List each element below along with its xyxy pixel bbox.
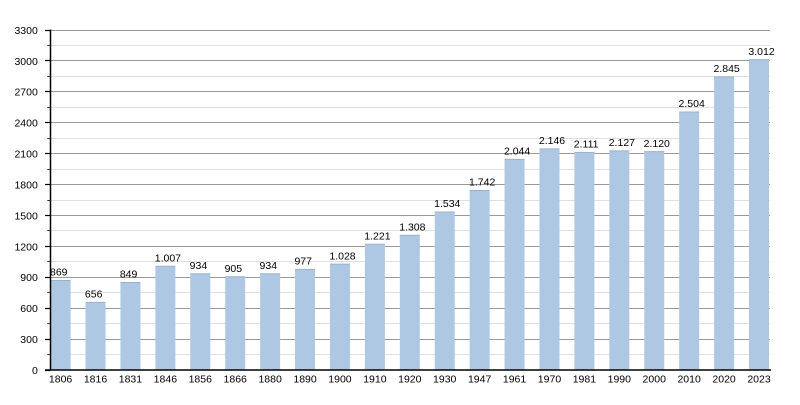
svg-text:1.534: 1.534 (434, 198, 460, 210)
svg-text:1.028: 1.028 (329, 250, 355, 262)
svg-text:2.111: 2.111 (574, 139, 599, 151)
svg-text:905: 905 (225, 263, 243, 275)
svg-text:1900: 1900 (328, 373, 352, 385)
svg-text:1961: 1961 (503, 373, 527, 385)
svg-text:2.845: 2.845 (713, 63, 739, 75)
svg-text:2.504: 2.504 (679, 98, 705, 110)
svg-text:3300: 3300 (14, 25, 38, 37)
svg-text:1831: 1831 (119, 373, 143, 385)
svg-text:1.007: 1.007 (155, 252, 181, 264)
svg-text:1856: 1856 (189, 373, 213, 385)
svg-text:1866: 1866 (224, 373, 248, 385)
svg-text:934: 934 (260, 260, 278, 272)
svg-text:900: 900 (20, 272, 38, 284)
svg-text:1.221: 1.221 (364, 230, 390, 242)
svg-text:656: 656 (85, 289, 103, 301)
svg-text:2.127: 2.127 (609, 137, 635, 149)
svg-text:2700: 2700 (14, 87, 38, 99)
svg-text:1800: 1800 (14, 179, 38, 191)
svg-text:1890: 1890 (293, 373, 317, 385)
svg-text:1981: 1981 (573, 373, 597, 385)
svg-text:1816: 1816 (84, 373, 108, 385)
svg-text:1970: 1970 (538, 373, 562, 385)
svg-text:869: 869 (50, 267, 68, 279)
svg-text:1990: 1990 (608, 373, 632, 385)
svg-text:977: 977 (294, 256, 312, 268)
svg-text:1200: 1200 (14, 241, 38, 253)
svg-text:1947: 1947 (468, 373, 492, 385)
svg-text:2020: 2020 (712, 373, 736, 385)
svg-text:2.044: 2.044 (504, 146, 530, 158)
svg-text:2010: 2010 (677, 373, 701, 385)
svg-text:849: 849 (120, 269, 138, 281)
svg-text:934: 934 (190, 260, 208, 272)
svg-text:1.308: 1.308 (399, 221, 425, 233)
svg-text:2400: 2400 (14, 118, 38, 130)
svg-text:1910: 1910 (363, 373, 387, 385)
svg-text:1930: 1930 (433, 373, 457, 385)
svg-text:1880: 1880 (258, 373, 282, 385)
svg-text:300: 300 (20, 334, 38, 346)
svg-text:2100: 2100 (14, 149, 38, 161)
svg-text:1806: 1806 (49, 373, 73, 385)
svg-text:3000: 3000 (14, 56, 38, 68)
svg-text:3.012: 3.012 (748, 46, 774, 58)
svg-text:2.120: 2.120 (644, 138, 670, 150)
svg-text:1920: 1920 (398, 373, 422, 385)
svg-text:2.146: 2.146 (539, 135, 565, 147)
svg-text:1.742: 1.742 (469, 177, 495, 189)
svg-text:0: 0 (32, 365, 38, 377)
svg-text:1846: 1846 (154, 373, 178, 385)
svg-text:2023: 2023 (747, 373, 771, 385)
svg-text:2000: 2000 (643, 373, 667, 385)
svg-text:600: 600 (20, 303, 38, 315)
svg-text:1500: 1500 (14, 210, 38, 222)
